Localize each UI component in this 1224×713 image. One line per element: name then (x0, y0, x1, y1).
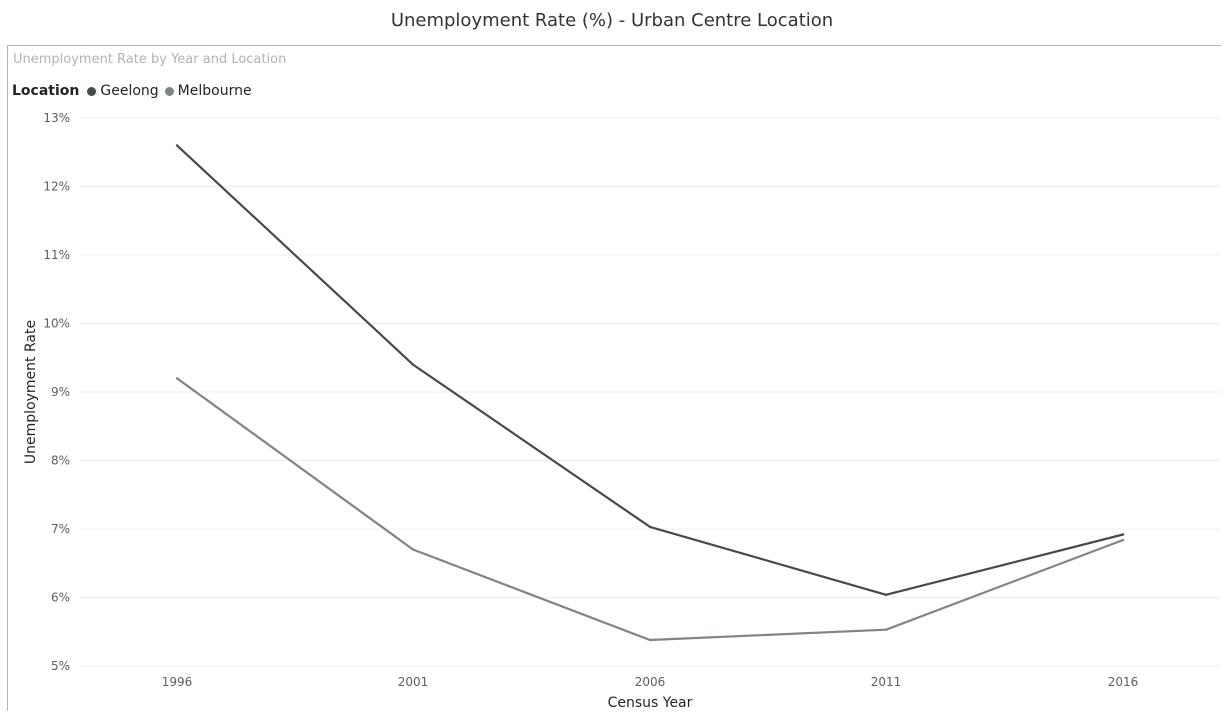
y-tick-label: 11% (43, 248, 70, 262)
visual-title: Unemployment Rate by Year and Location (13, 52, 287, 67)
y-tick-label: 8% (51, 454, 70, 468)
y-tick-label: 9% (51, 385, 70, 399)
legend: Location Geelong Melbourne (12, 83, 258, 99)
data-point-geelong (175, 144, 179, 147)
y-tick-label: 5% (51, 659, 70, 673)
legend-marker-melbourne (164, 86, 174, 96)
data-point-melbourne (411, 548, 415, 551)
data-point-melbourne (884, 628, 888, 631)
x-tick-label: 1996 (162, 675, 193, 689)
data-point-geelong (411, 363, 415, 366)
y-axis-title: Unemployment Rate (23, 320, 39, 464)
legend-title: Location (12, 83, 80, 99)
y-tick-label: 6% (51, 591, 70, 605)
data-point-melbourne (648, 638, 652, 642)
x-tick-label: 2016 (1108, 675, 1139, 689)
legend-label-melbourne: Melbourne (177, 83, 252, 99)
series-line-melbourne (176, 377, 1124, 642)
x-tick-label: 2011 (871, 675, 902, 689)
legend-item-geelong[interactable]: Geelong (87, 83, 159, 99)
y-tick-label: 7% (51, 522, 70, 536)
y-tick-label: 13% (43, 111, 70, 125)
chart-visual-frame[interactable] (7, 45, 1221, 711)
x-tick-label: 2001 (398, 675, 429, 689)
legend-item-melbourne[interactable]: Melbourne (164, 83, 252, 99)
data-point-melbourne (1121, 538, 1125, 542)
data-point-melbourne (175, 377, 179, 380)
legend-label-geelong: Geelong (100, 83, 159, 99)
y-tick-label: 10% (43, 317, 70, 331)
x-tick-label: 2006 (635, 675, 666, 689)
data-point-geelong (648, 525, 652, 529)
legend-marker-geelong (87, 86, 97, 96)
y-tick-label: 12% (43, 180, 70, 194)
data-point-geelong (1121, 533, 1125, 536)
data-point-geelong (884, 593, 888, 596)
x-axis-title: Census Year (608, 695, 693, 711)
page-title: Unemployment Rate (%) - Urban Centre Loc… (390, 10, 834, 31)
